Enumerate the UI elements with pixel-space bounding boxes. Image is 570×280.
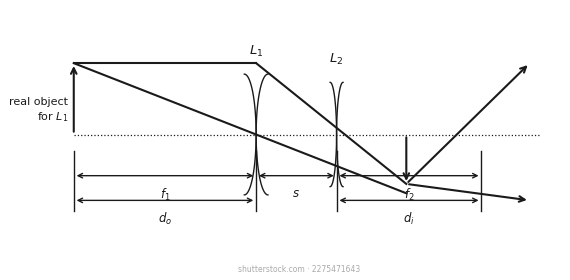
Text: $s$: $s$ bbox=[292, 187, 300, 200]
Text: $L_2$: $L_2$ bbox=[329, 52, 344, 67]
Text: real object
for $L_1$: real object for $L_1$ bbox=[9, 97, 68, 123]
Text: shutterstock.com · 2275471643: shutterstock.com · 2275471643 bbox=[238, 265, 360, 274]
Text: $L_1$: $L_1$ bbox=[249, 44, 263, 59]
Text: $d_o$: $d_o$ bbox=[158, 211, 172, 227]
Text: $d_i$: $d_i$ bbox=[403, 211, 415, 227]
Text: $f_1$: $f_1$ bbox=[160, 187, 170, 203]
Text: $f_2$: $f_2$ bbox=[404, 187, 414, 203]
